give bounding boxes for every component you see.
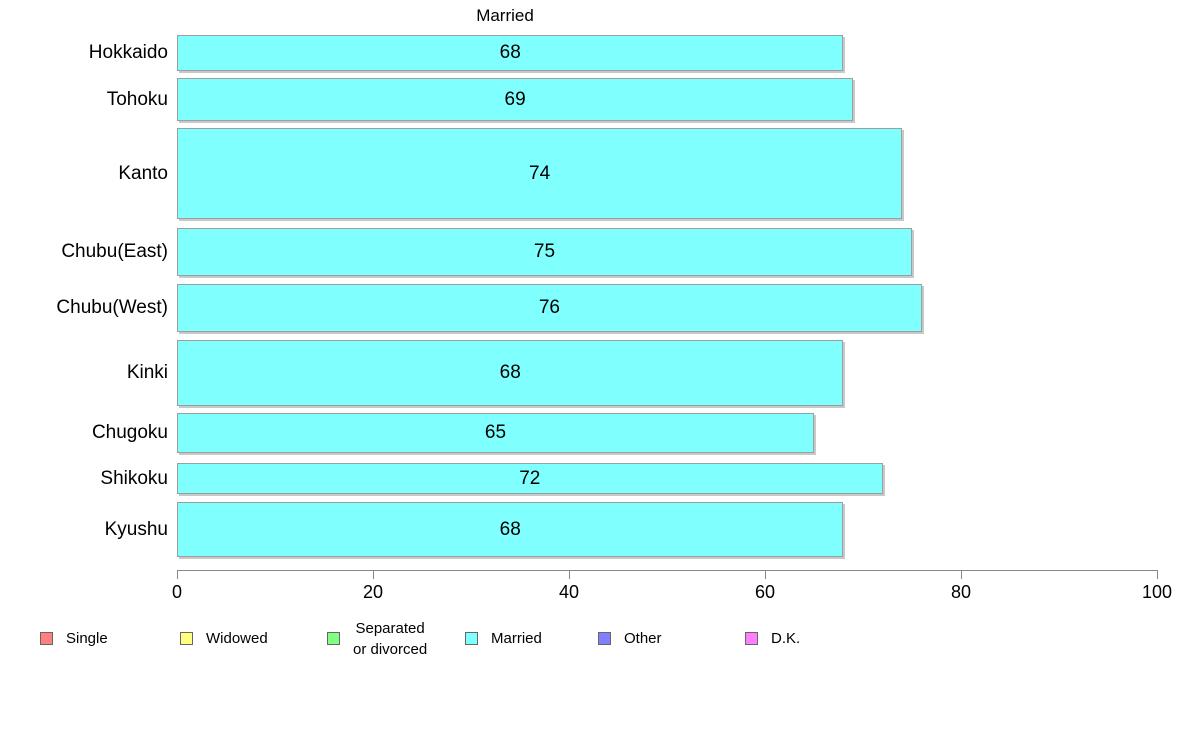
- bar-value-label: 75: [533, 241, 556, 262]
- bar-chubu-east: 75: [177, 228, 912, 276]
- bar-hokkaido: 68: [177, 35, 844, 71]
- x-axis-tick-label: 20: [362, 582, 384, 602]
- bar-value-label: 74: [529, 162, 551, 184]
- x-axis-tick: [177, 570, 178, 579]
- region-label-kyushu: Kyushu: [104, 518, 168, 540]
- region-label-shikoku: Shikoku: [100, 467, 168, 489]
- legend-label-married: Married: [491, 630, 542, 647]
- x-axis-tick-label: 80: [950, 582, 972, 602]
- legend-swatch-single: [40, 632, 53, 645]
- legend-label-d-k: D.K.: [771, 630, 801, 647]
- region-label-kanto: Kanto: [118, 162, 168, 184]
- legend-label-single: Single: [66, 630, 108, 647]
- bar-value-label: 65: [484, 422, 507, 443]
- bar-tohoku: 69: [177, 78, 854, 121]
- legend-swatch-separated-or-divorced: [327, 632, 340, 645]
- x-axis-tick: [961, 570, 962, 579]
- legend-label-other: Other: [624, 630, 662, 647]
- x-axis-line: [177, 570, 1157, 571]
- region-label-chugoku: Chugoku: [91, 422, 168, 443]
- x-axis-tick-label: 0: [171, 582, 183, 602]
- legend-label-separated-or-divorced: Separated or divorced: [353, 619, 428, 658]
- legend-swatch-widowed: [180, 632, 193, 645]
- region-label-hokkaido: Hokkaido: [88, 42, 168, 63]
- bar-kinki: 68: [177, 340, 844, 406]
- chart-title: Married: [476, 6, 534, 25]
- region-label-tohoku: Tohoku: [106, 88, 168, 110]
- bar-value-label: 68: [499, 362, 521, 383]
- legend-swatch-d-k: [745, 632, 758, 645]
- legend-swatch-other: [598, 632, 611, 645]
- bar-kanto: 74: [177, 128, 903, 219]
- bar-value-label: 69: [504, 88, 526, 110]
- region-label-chubu-east: Chubu(East): [61, 241, 168, 262]
- bar-value-label: 68: [499, 518, 521, 540]
- bar-value-label: 68: [499, 42, 521, 63]
- legend-label-widowed: Widowed: [206, 630, 268, 647]
- bar-shikoku: 72: [177, 463, 883, 494]
- x-axis-tick: [373, 570, 374, 579]
- bar-value-label: 72: [519, 467, 541, 489]
- bar-chubu-west: 76: [177, 284, 922, 332]
- region-label-chubu-west: Chubu(West): [56, 297, 168, 318]
- bar-kyushu: 68: [177, 502, 844, 557]
- x-axis-tick: [1157, 570, 1158, 579]
- x-axis-tick-label: 100: [1141, 582, 1173, 602]
- x-axis-tick-label: 40: [558, 582, 580, 602]
- legend-swatch-married: [465, 632, 478, 645]
- x-axis-tick: [569, 570, 570, 579]
- bar-chugoku: 65: [177, 413, 814, 453]
- bar-value-label: 76: [538, 297, 560, 318]
- region-label-kinki: Kinki: [126, 362, 168, 383]
- x-axis-tick-label: 60: [754, 582, 776, 602]
- x-axis-tick: [765, 570, 766, 579]
